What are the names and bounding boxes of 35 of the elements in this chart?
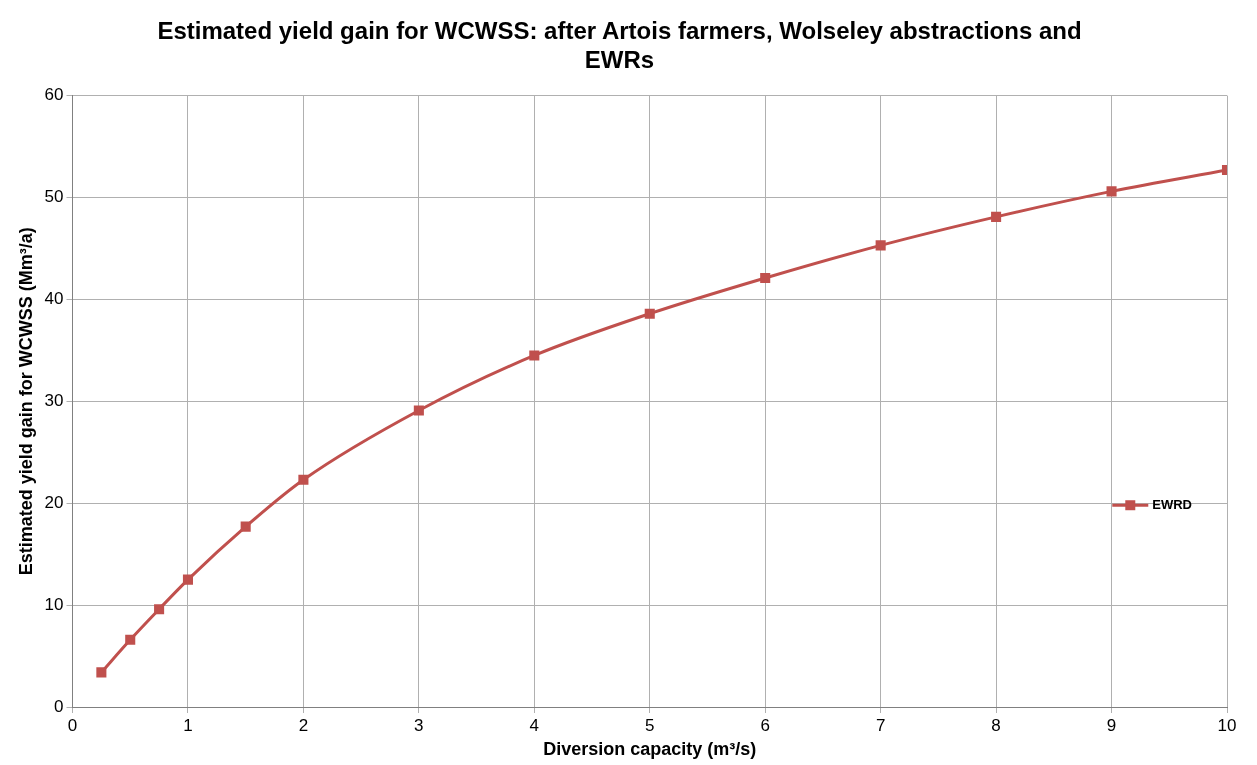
x-axis-title: Diversion capacity (m³/s) [543, 739, 757, 760]
point [154, 604, 165, 615]
point [413, 405, 424, 416]
y-tick-label: 0 [54, 696, 64, 716]
y-tick-label: 20 [44, 492, 64, 512]
y-axis-title: Estimated yield gain for WCWSS (Mm³/a) [15, 227, 36, 576]
x-tick-label: 2 [298, 715, 309, 735]
x-tick-label: 8 [991, 715, 1001, 735]
x-tick-label: 5 [645, 715, 655, 735]
point [298, 474, 309, 485]
x-tick-label: 6 [760, 715, 770, 735]
y-tick-label: 60 [44, 85, 64, 105]
x-tick-label: 9 [1106, 715, 1117, 735]
y-tick-label: 50 [44, 187, 64, 207]
chart-title: Estimated yield gain for WCWSS: after Artois farmers, Wolseley abstractions and EWRs [157, 17, 1082, 73]
point [182, 574, 193, 585]
x-tick-label: 3 [414, 715, 424, 735]
x-tick-label: 4 [529, 715, 540, 735]
y-tick-label: 30 [44, 390, 64, 410]
y-tick-label: 40 [44, 289, 64, 309]
point [96, 667, 107, 678]
x-tick-label: 1 [183, 715, 193, 735]
x-tick-label: 10 [1217, 715, 1237, 735]
point [1106, 186, 1117, 197]
x-tick-label: 7 [875, 715, 886, 735]
point [760, 272, 771, 284]
point [529, 350, 540, 361]
point [644, 308, 655, 319]
point [125, 634, 136, 645]
point [240, 521, 251, 532]
x-tick-label: 0 [67, 715, 78, 735]
point [991, 211, 1002, 222]
legend-label: EWRD [1152, 496, 1192, 512]
point [875, 240, 886, 251]
y-tick-label: 10 [44, 594, 64, 614]
